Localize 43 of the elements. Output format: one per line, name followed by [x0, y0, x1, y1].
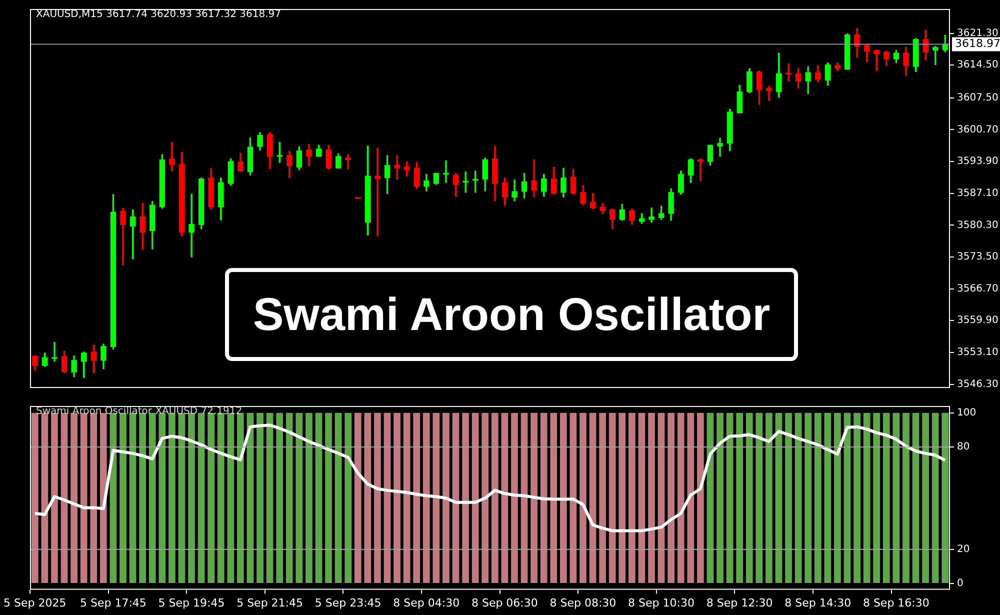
y-tick-label: 80 — [957, 442, 970, 453]
x-tick-label: 5 Sep 21:45 — [236, 596, 304, 610]
y-tick-label: 100 — [957, 407, 976, 418]
candlestick — [766, 86, 772, 102]
x-tick-label: 5 Sep 19:45 — [158, 596, 225, 610]
candlestick — [120, 208, 126, 266]
x-tick-label: 8 Sep 12:30 — [706, 596, 773, 610]
candlestick — [394, 155, 400, 180]
y-tick-label: 3559.90 — [957, 315, 998, 326]
ref-line-label: 3618.97 — [955, 37, 1000, 50]
candlestick — [276, 142, 282, 163]
candlestick — [462, 172, 468, 193]
candlestick — [374, 148, 380, 236]
y-tick-label: 3600.70 — [957, 124, 998, 136]
annotation: Swami Aroon Oscillator — [225, 268, 798, 361]
x-tick-label: 8 Sep 08:30 — [550, 596, 616, 610]
y-tick-label: 3566.70 — [957, 283, 998, 294]
x-tick-label: 8 Sep 10:30 — [628, 596, 694, 610]
candlestick — [698, 158, 704, 182]
x-tick-label: 5 Sep 2025 — [4, 596, 66, 610]
y-tick-label: 3621.30 — [957, 28, 998, 39]
y-tick-label: 0 — [957, 578, 964, 590]
candlestick — [52, 342, 58, 362]
y-tick-label: 3587.10 — [957, 188, 998, 199]
x-tick-label: 8 Sep 16:30 — [862, 596, 930, 610]
x-tick-label: 8 Sep 06:30 — [471, 596, 538, 610]
x-tick-label: 8 Sep 14:30 — [784, 596, 852, 610]
candlestick — [648, 208, 654, 223]
y-tick-label: 20 — [957, 544, 970, 555]
y-tick-label: 3573.50 — [957, 252, 998, 263]
y-tick-label: 3593.90 — [957, 156, 998, 168]
y-tick-label: 3553.10 — [957, 347, 998, 358]
candlestick — [717, 138, 723, 157]
x-tick-label: 5 Sep 23:45 — [314, 596, 382, 610]
x-tick-label: 8 Sep 04:30 — [393, 596, 460, 610]
x-tick-label: 5 Sep 17:45 — [80, 596, 146, 610]
candlestick — [188, 194, 194, 258]
candlestick — [443, 160, 449, 183]
candlestick — [786, 63, 792, 82]
y-tick-label: 3614.50 — [957, 60, 998, 71]
y-tick-label: 3546.30 — [957, 378, 998, 390]
y-tick-label: 3580.30 — [957, 220, 998, 231]
y-tick-label: 3607.50 — [957, 92, 998, 104]
